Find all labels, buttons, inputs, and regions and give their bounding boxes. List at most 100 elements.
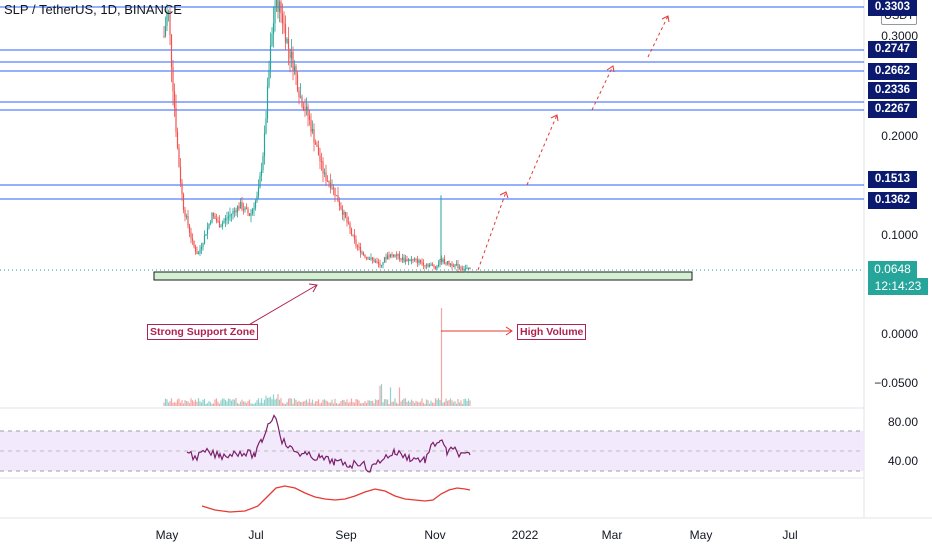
candle-body bbox=[335, 195, 338, 197]
candle-body bbox=[232, 210, 234, 215]
volume-bar bbox=[412, 400, 414, 406]
volume-bar bbox=[196, 401, 198, 406]
volume-bar bbox=[341, 399, 344, 406]
price-axis-label: 0.2000 bbox=[881, 129, 918, 143]
volume-bar bbox=[331, 399, 333, 406]
candle-body bbox=[316, 144, 318, 147]
volume-series bbox=[163, 308, 471, 406]
candle-body bbox=[250, 212, 252, 216]
volume-bar bbox=[299, 401, 302, 406]
volume-bar bbox=[239, 401, 242, 406]
candle-body bbox=[277, 0, 279, 12]
volume-bar bbox=[176, 399, 179, 406]
candle-body bbox=[430, 264, 432, 266]
volume-bar bbox=[431, 402, 434, 406]
volume-bar bbox=[295, 399, 297, 406]
horizontal-levels[interactable] bbox=[0, 6, 864, 200]
volume-bar bbox=[353, 402, 356, 406]
volume-bar bbox=[226, 401, 228, 406]
volume-bar bbox=[418, 402, 420, 406]
candle-body bbox=[292, 51, 294, 71]
candle-body bbox=[238, 206, 240, 209]
candle-body bbox=[407, 259, 410, 262]
volume-bar bbox=[233, 399, 236, 406]
volume-bar bbox=[398, 387, 401, 406]
volume-bar bbox=[163, 402, 165, 406]
level-tag[interactable]: 0.1362 bbox=[868, 192, 917, 209]
volume-bar bbox=[415, 400, 417, 406]
candle-body bbox=[295, 66, 297, 75]
support-zone-label[interactable]: Strong Support Zone bbox=[147, 324, 258, 340]
candle-body bbox=[293, 66, 296, 71]
volume-bar bbox=[452, 402, 455, 406]
volume-bar bbox=[451, 400, 453, 406]
level-tag[interactable]: 0.2747 bbox=[868, 41, 917, 58]
candle-body bbox=[299, 96, 302, 98]
volume-bar bbox=[245, 403, 248, 406]
candle-body bbox=[392, 254, 395, 257]
high-volume-label[interactable]: High Volume bbox=[517, 324, 587, 340]
volume-bar bbox=[443, 401, 446, 406]
candle-body bbox=[202, 243, 204, 247]
level-tag[interactable]: 0.2267 bbox=[868, 101, 917, 118]
volume-bar bbox=[169, 401, 171, 406]
volume-bar bbox=[365, 402, 368, 406]
projection-arrow[interactable] bbox=[477, 15, 669, 271]
volume-bar bbox=[236, 402, 239, 406]
volume-bar bbox=[352, 402, 354, 406]
candle-body bbox=[181, 182, 183, 195]
candle-body bbox=[368, 259, 371, 261]
candle-body bbox=[221, 222, 224, 227]
candle-body bbox=[325, 172, 327, 181]
candle-body bbox=[353, 234, 356, 240]
volume-bar bbox=[364, 401, 366, 406]
volume-bar bbox=[436, 399, 438, 406]
candle-body bbox=[227, 216, 230, 219]
support-zone[interactable] bbox=[153, 271, 693, 281]
level-tag[interactable]: 0.2662 bbox=[868, 63, 917, 80]
volume-bar bbox=[173, 402, 176, 406]
volume-bar bbox=[224, 399, 227, 406]
volume-bar bbox=[311, 399, 314, 406]
volume-bar bbox=[416, 401, 419, 406]
volume-bar bbox=[437, 398, 440, 406]
candle-body bbox=[193, 240, 195, 247]
volume-bar bbox=[430, 400, 432, 406]
candle-body bbox=[256, 195, 258, 202]
volume-bar bbox=[340, 401, 342, 406]
volume-bar bbox=[298, 400, 300, 406]
current-price-tag: 0.0648 bbox=[868, 261, 917, 278]
rsi-line bbox=[186, 414, 471, 473]
time-axis-label: Mar bbox=[601, 528, 623, 542]
candle-body bbox=[263, 133, 266, 157]
volume-bar bbox=[194, 399, 197, 406]
volume-bar bbox=[326, 401, 329, 406]
candle-body bbox=[376, 261, 378, 263]
volume-bar bbox=[446, 400, 449, 406]
volume-bar bbox=[263, 399, 266, 406]
candle-body bbox=[458, 267, 461, 269]
time-axis-label: 2022 bbox=[511, 528, 539, 542]
level-tag[interactable]: 0.3303 bbox=[868, 0, 917, 16]
candle-body bbox=[191, 238, 194, 241]
candle-body bbox=[346, 217, 348, 223]
volume-bar bbox=[211, 403, 213, 406]
volume-bar bbox=[367, 400, 369, 406]
candle-body bbox=[262, 156, 264, 170]
volume-bar bbox=[278, 399, 281, 406]
candle-body bbox=[206, 227, 209, 235]
candle-body bbox=[308, 116, 311, 120]
symbol-title[interactable]: SLP / TetherUS, 1D, BINANCE bbox=[4, 2, 182, 17]
candle-body bbox=[328, 181, 330, 183]
level-tag[interactable]: 0.1513 bbox=[868, 171, 917, 188]
candle-body bbox=[451, 263, 453, 267]
candlestick-series[interactable] bbox=[163, 0, 471, 273]
volume-bar bbox=[422, 402, 425, 406]
level-tag[interactable]: 0.2336 bbox=[868, 82, 917, 99]
candle-body bbox=[365, 257, 368, 259]
volume-bar bbox=[292, 403, 294, 406]
candle-body bbox=[175, 107, 177, 132]
candle-body bbox=[377, 262, 380, 264]
candle-body bbox=[320, 161, 323, 163]
